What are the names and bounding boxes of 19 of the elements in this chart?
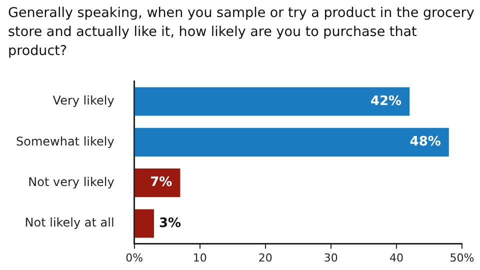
y-tick-label: Very likely [52,94,114,108]
data-label: 3% [158,216,182,231]
data-label: 42% [370,94,402,109]
x-tick-label: 30 [324,251,338,264]
x-tick-label: 0% [126,251,144,264]
bar [134,87,410,116]
x-tick-label: 50% [450,251,474,264]
y-tick-label: Not very likely [28,174,114,189]
y-tick-label: Not likely at all [24,216,114,230]
bar [134,128,449,156]
bar [134,168,180,198]
x-tick-label: 10 [192,251,207,264]
data-label: 48% [410,134,441,150]
chart-title: Generally speaking, when you sample or try a product in the grocery store and actually like it, how likely are you to purchase that product? [8,4,476,61]
x-tick-label: 20 [258,251,272,264]
y-tick-label: Somewhat likely [16,134,114,148]
x-tick-label: 40 [389,251,404,264]
data-label: 7% [150,175,172,190]
bar [134,209,154,238]
